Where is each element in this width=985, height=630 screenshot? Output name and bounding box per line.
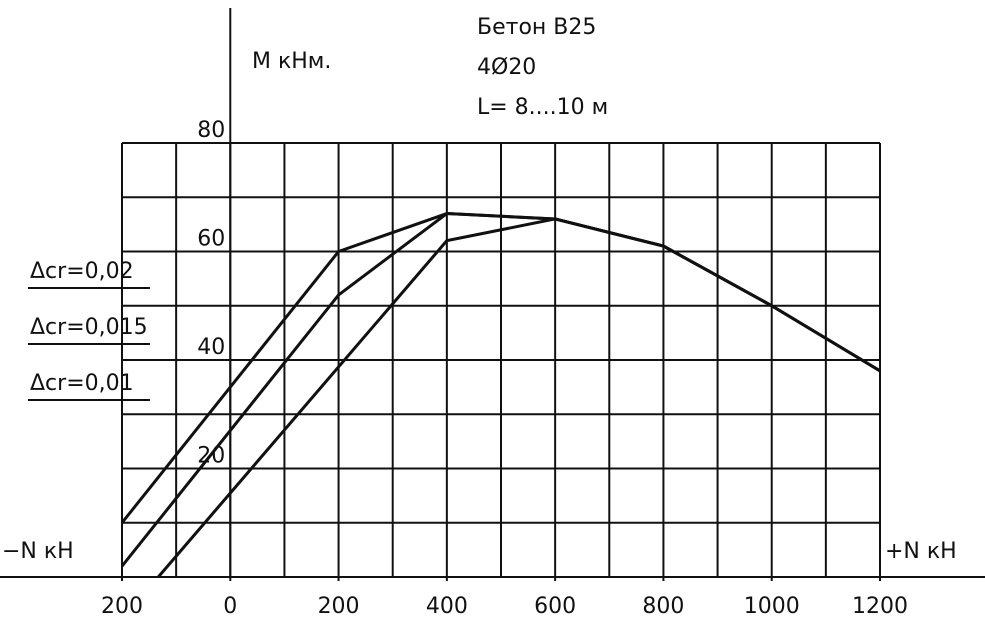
y-axis-label: М кНм. <box>252 49 331 74</box>
x-axis-label-left: −N кН <box>2 539 74 564</box>
x-tick-label: 1200 <box>852 594 908 619</box>
y-tick-label: 60 <box>197 227 225 252</box>
y-tick-label: 80 <box>197 118 225 143</box>
legend-label: Δcr=0,02 <box>30 259 134 284</box>
title-line: Бетон В25 <box>477 15 596 40</box>
legend-label: Δcr=0,015 <box>30 315 148 340</box>
x-tick-label: 600 <box>534 594 576 619</box>
curve <box>157 217 881 578</box>
title-line: L= 8....10 м <box>477 95 608 120</box>
x-tick-label: 1000 <box>744 594 800 619</box>
x-tick-label: 400 <box>426 594 468 619</box>
x-tick-label: 800 <box>642 594 684 619</box>
x-tick-label: 200 <box>101 594 143 619</box>
x-tick-label: 200 <box>318 594 360 619</box>
title-line: 4Ø20 <box>477 55 536 80</box>
legend-label: Δcr=0,01 <box>30 371 134 396</box>
x-axis-label-right: +N кН <box>885 539 957 564</box>
y-tick-label: 40 <box>197 335 225 360</box>
x-tick-label: 0 <box>223 594 237 619</box>
